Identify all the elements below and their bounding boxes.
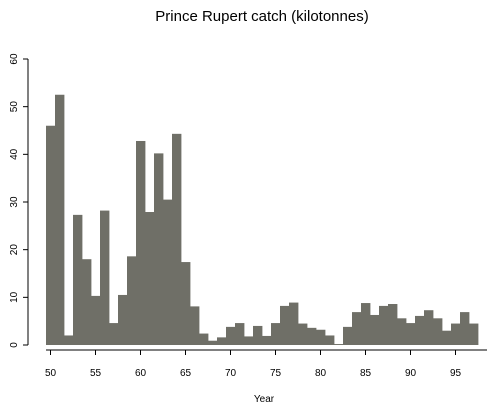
bar-92 [424,310,434,345]
bar-75 [271,323,281,345]
bar-52 [64,335,74,345]
bar-87 [379,305,389,345]
x-tick-label-95: 95 [450,368,462,379]
bar-51 [55,94,65,345]
bar-57 [109,323,119,345]
bar-60 [136,140,146,345]
y-tick-label-10: 10 [9,291,20,303]
x-tick-label-85: 85 [360,368,372,379]
bar-56 [100,210,110,345]
x-tick-label-70: 70 [225,368,237,379]
bar-71 [235,323,245,345]
x-tick-label-50: 50 [45,368,57,379]
x-tick-label-65: 65 [180,368,192,379]
bar-82 [334,344,344,345]
x-axis-ticks: 50 55 60 65 70 75 80 85 90 95 [45,350,462,379]
bar-63 [163,199,173,345]
bar-85 [361,303,371,345]
bar-96 [460,312,470,345]
bar-79 [307,327,317,345]
bar-70 [226,326,236,345]
bar-62 [154,153,164,345]
bar-86 [370,314,380,345]
bar-68 [208,340,218,345]
bar-64 [172,133,182,345]
bar-80 [316,329,326,345]
y-tick-label-0: 0 [9,342,20,348]
bar-59 [127,256,137,345]
bar-66 [190,306,200,345]
y-tick-label-50: 50 [9,101,20,113]
y-axis-ticks: 0 10 20 30 40 50 60 [9,53,28,348]
bar-58 [118,294,128,345]
bar-55 [91,295,101,345]
bar-91 [415,315,425,345]
x-tick-label-75: 75 [270,368,282,379]
x-tick-label-90: 90 [405,368,417,379]
bar-84 [352,312,362,345]
bar-61 [145,212,155,345]
x-tick-label-60: 60 [135,368,147,379]
bar-50 [46,125,56,345]
bar-74 [262,335,272,345]
bar-93 [433,318,443,345]
bar-73 [253,325,263,345]
bar-97 [469,323,479,345]
x-tick-label-55: 55 [90,368,102,379]
bars-group [46,94,479,345]
bar-90 [406,323,416,345]
bar-69 [217,337,227,345]
bar-89 [397,318,407,345]
y-tick-label-60: 60 [9,53,20,65]
chart-title: Prince Rupert catch (kilotonnes) [155,8,368,25]
bar-88 [388,304,398,345]
x-axis-title: Year [254,394,275,405]
bar-72 [244,336,254,345]
y-tick-label-40: 40 [9,148,20,160]
bar-95 [451,323,461,345]
bar-65 [181,262,191,345]
bar-77 [289,302,299,345]
bar-81 [325,335,335,345]
y-tick-label-20: 20 [9,244,20,256]
bar-94 [442,330,452,345]
bar-67 [199,333,209,345]
bar-78 [298,323,308,345]
y-tick-label-30: 30 [9,196,20,208]
bar-54 [82,259,92,345]
bar-83 [343,326,353,345]
x-tick-label-80: 80 [315,368,327,379]
bar-53 [73,214,83,345]
bar-76 [280,305,290,345]
